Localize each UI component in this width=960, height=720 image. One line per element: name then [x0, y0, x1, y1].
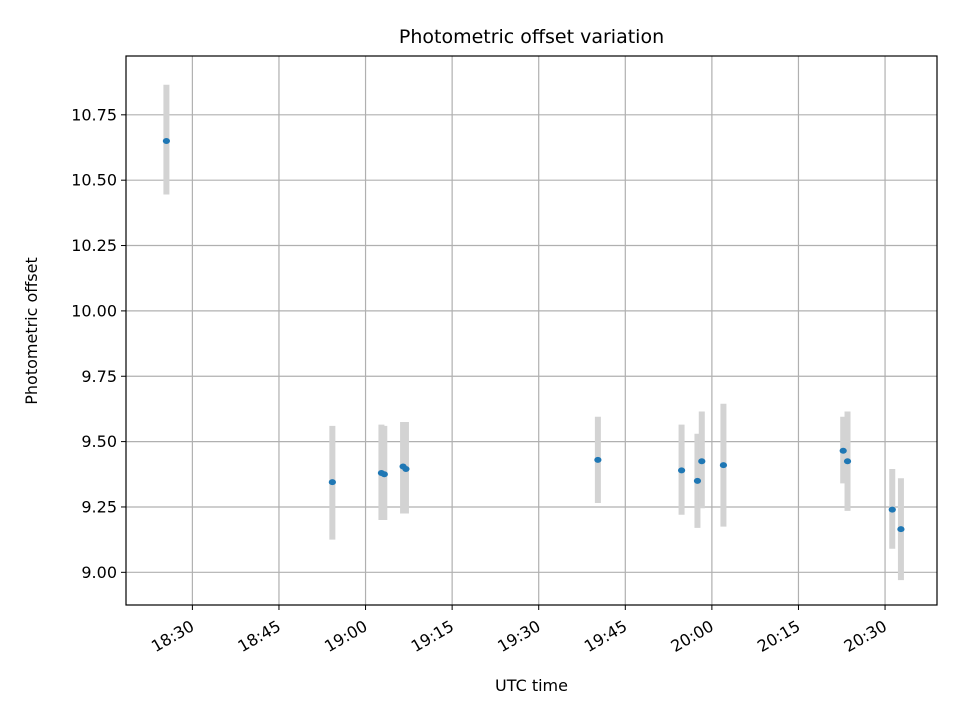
- y-tick-label: 10.00: [71, 301, 117, 320]
- data-point: [328, 479, 336, 486]
- x-tick-label: 19:00: [321, 616, 370, 656]
- x-tick-label: 19:15: [408, 616, 457, 656]
- y-axis-label: Photometric offset: [22, 257, 41, 405]
- x-axis: 18:30 18:45 19:00 19:15 19:30 19:45 20:00 20:15…: [148, 605, 890, 656]
- data-point: [693, 477, 702, 484]
- data-point: [839, 447, 847, 454]
- x-tick-label: 19:30: [494, 616, 543, 656]
- x-tick-label: 20:00: [667, 616, 716, 656]
- x-tick-label: 18:45: [235, 616, 284, 656]
- y-tick-label: 10.25: [71, 236, 117, 255]
- data-point: [402, 466, 410, 473]
- y-tick-label: 9.75: [81, 367, 117, 386]
- data-point: [162, 137, 171, 144]
- x-tick-label: 20:30: [841, 616, 890, 656]
- data-points: [162, 137, 905, 533]
- y-tick-label: 9.00: [81, 563, 117, 582]
- data-point: [897, 526, 905, 533]
- data-point: [719, 462, 728, 469]
- plot-frame: [125, 55, 938, 606]
- grid: [126, 56, 937, 605]
- x-tick-label: 20:15: [754, 616, 803, 656]
- x-axis-label: UTC time: [495, 676, 568, 695]
- data-point: [888, 506, 896, 513]
- x-tick-label: 19:45: [581, 616, 630, 656]
- y-tick-label: 10.50: [71, 171, 117, 190]
- data-point: [380, 471, 388, 478]
- data-point: [843, 458, 852, 465]
- y-tick-label: 9.25: [81, 497, 117, 516]
- x-tick-label: 18:30: [148, 616, 197, 656]
- plot-area: [126, 56, 937, 605]
- y-tick-label: 9.50: [81, 432, 117, 451]
- chart-title: Photometric offset variation: [399, 26, 664, 48]
- y-tick-label: 10.75: [71, 105, 117, 124]
- data-point: [698, 458, 706, 465]
- y-axis: 9.00 9.25 9.50 9.75 10.00 10.25 10.50 10.75: [71, 105, 126, 582]
- data-point: [677, 467, 686, 474]
- data-point: [594, 456, 602, 463]
